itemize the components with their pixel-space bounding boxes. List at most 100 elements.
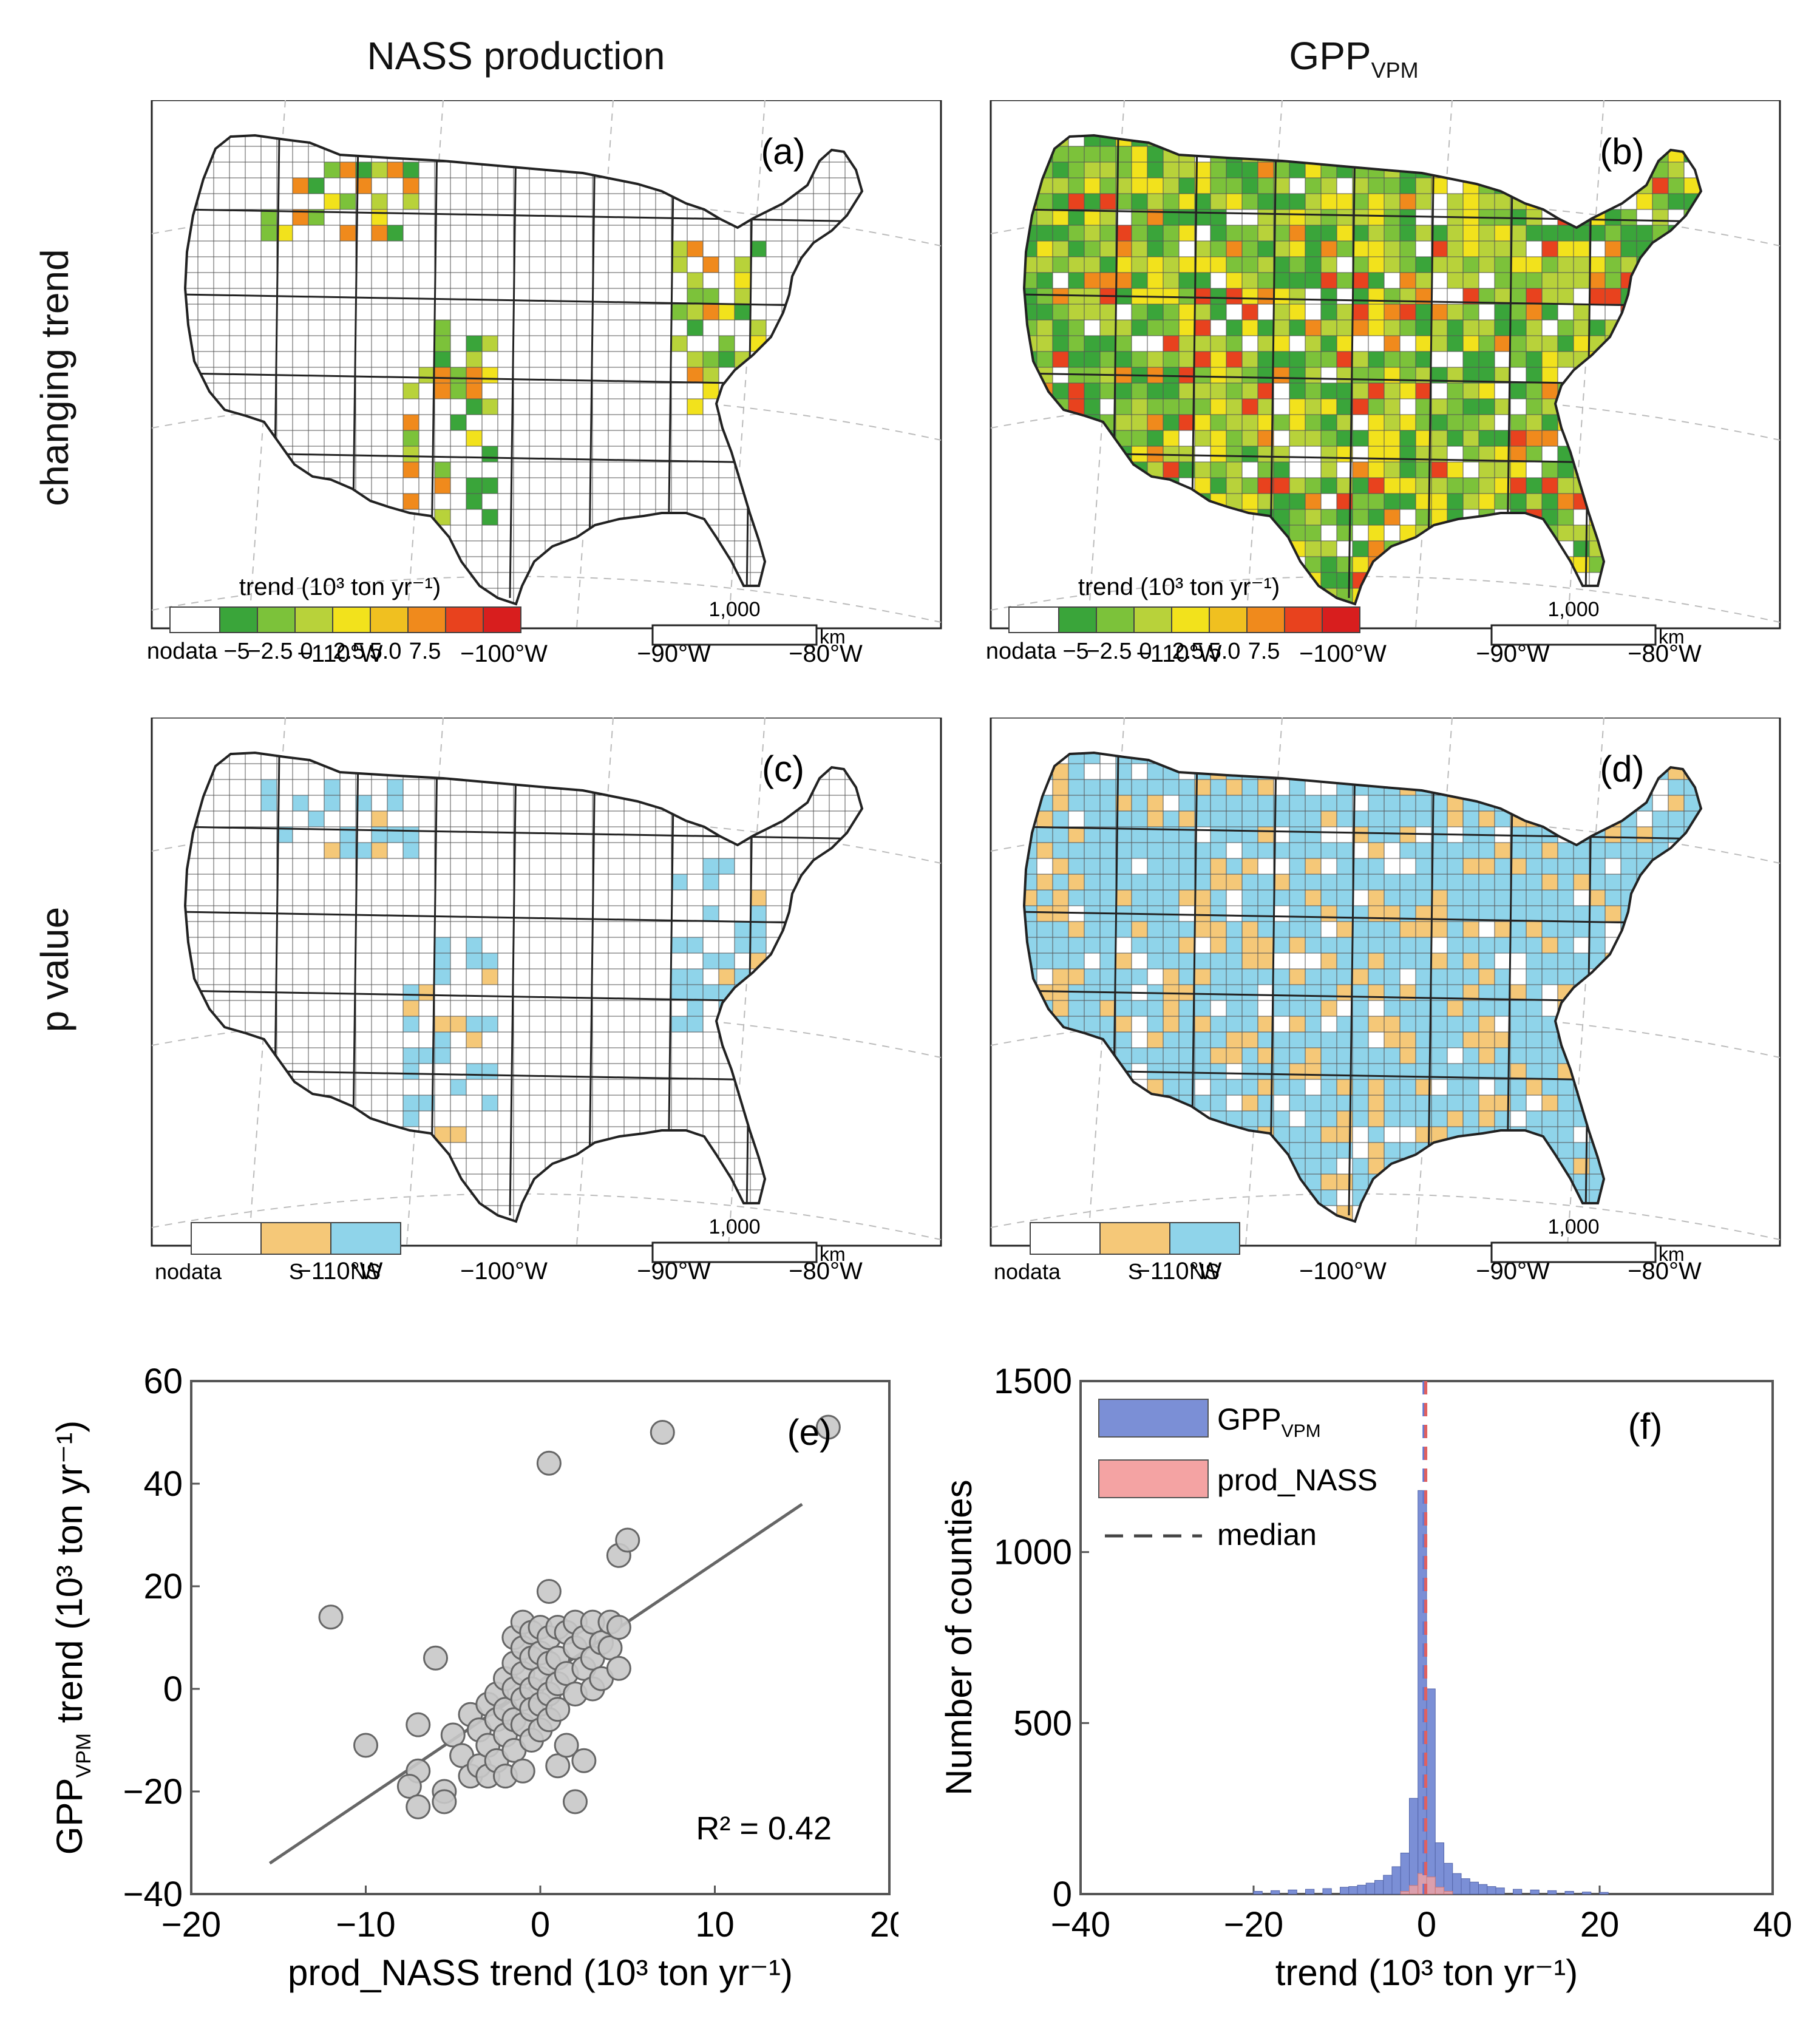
county-cell — [592, 477, 609, 494]
county-cell — [1526, 540, 1543, 557]
county-cell — [560, 477, 577, 494]
county-cell — [260, 874, 277, 891]
county-cell — [339, 525, 356, 542]
county-cell — [860, 335, 862, 352]
county-cell — [1604, 984, 1621, 1001]
county-cell — [797, 461, 814, 478]
county-cell — [545, 889, 562, 906]
county-cell — [1541, 177, 1558, 194]
county-cell — [197, 477, 214, 494]
county-cell — [1289, 382, 1306, 399]
county-cell — [608, 1142, 625, 1159]
county-cell — [1320, 446, 1337, 463]
county-cell — [1131, 874, 1148, 891]
county-cell — [655, 225, 672, 242]
county-cell — [418, 1142, 435, 1159]
county-cell — [1494, 1000, 1511, 1017]
county-cell — [1399, 556, 1416, 573]
county-cell — [1178, 225, 1195, 242]
county-cell — [1399, 810, 1416, 827]
county-cell — [687, 921, 704, 938]
county-cell — [860, 874, 862, 891]
county-cell — [1620, 335, 1637, 352]
county-cell — [260, 382, 277, 399]
county-cell — [734, 753, 751, 764]
county-cell — [434, 842, 451, 859]
county-cell — [750, 225, 767, 242]
county-cell — [860, 146, 862, 163]
county-cell — [1131, 161, 1148, 178]
county-cell — [1241, 319, 1258, 336]
county-cell — [1541, 556, 1558, 573]
county-cell — [702, 335, 719, 352]
county-cell — [718, 1126, 735, 1143]
county-cell — [1620, 826, 1637, 843]
county-cell — [1115, 937, 1132, 954]
county-cell — [829, 572, 846, 589]
county-cell — [213, 525, 230, 542]
county-cell — [1052, 1047, 1069, 1064]
county-cell — [513, 984, 530, 1001]
county-cell — [418, 753, 435, 764]
county-cell — [1210, 414, 1227, 431]
county-cell — [718, 398, 735, 415]
county-cell — [1699, 446, 1701, 463]
county-cell — [245, 351, 262, 368]
county-cell — [1178, 921, 1195, 938]
county-cell — [1241, 921, 1258, 938]
county-cell — [797, 351, 814, 368]
county-cell — [797, 1000, 814, 1017]
county-cell — [781, 461, 798, 478]
county-cell — [497, 414, 514, 431]
county-cell — [560, 858, 577, 875]
county-cells — [185, 135, 862, 604]
county-cell — [1178, 382, 1195, 399]
county-cell — [1668, 572, 1685, 589]
county-cell — [1178, 842, 1195, 859]
county-cell — [1494, 161, 1511, 178]
county-cell — [639, 1047, 656, 1064]
county-cell — [1241, 889, 1258, 906]
county-cell — [1068, 446, 1085, 463]
county-cell — [1415, 795, 1432, 812]
county-cell — [308, 272, 325, 289]
county-cell — [1257, 984, 1274, 1001]
county-cell — [1668, 351, 1685, 368]
county-cell — [702, 753, 719, 764]
county-cell — [185, 1205, 199, 1221]
county-cell — [1131, 304, 1148, 321]
county-cell — [1699, 319, 1701, 336]
county-cell — [545, 335, 562, 352]
county-cell — [1194, 272, 1211, 289]
county-cell — [1305, 209, 1322, 226]
county-cell — [687, 889, 704, 906]
county-cell — [608, 842, 625, 859]
county-cell — [1226, 477, 1243, 494]
county-cell — [529, 367, 546, 384]
county-cell — [434, 493, 451, 510]
county-cell — [1099, 240, 1116, 257]
county-cell — [308, 319, 325, 336]
county-cells — [1024, 753, 1701, 1221]
county-cell — [1431, 556, 1448, 573]
county-cell — [1447, 351, 1464, 368]
county-cell — [687, 753, 704, 764]
us-border — [183, 134, 864, 606]
county-cell — [450, 240, 467, 257]
county-cell — [545, 952, 562, 969]
county-cell — [1352, 1031, 1369, 1048]
county-cell — [1494, 414, 1511, 431]
county-cell — [1652, 193, 1669, 210]
county-cell — [608, 1016, 625, 1033]
county-cell — [608, 461, 625, 478]
county-cell — [1526, 556, 1543, 573]
panel-label: (c) — [762, 749, 804, 789]
county-cell — [1526, 461, 1543, 478]
county-cell — [1289, 256, 1306, 273]
county-cell — [734, 446, 751, 463]
county-cell — [1115, 842, 1132, 859]
county-cell — [844, 509, 861, 526]
county-cell — [766, 1031, 783, 1048]
county-cell — [1226, 842, 1243, 859]
county-cell — [639, 1079, 656, 1096]
